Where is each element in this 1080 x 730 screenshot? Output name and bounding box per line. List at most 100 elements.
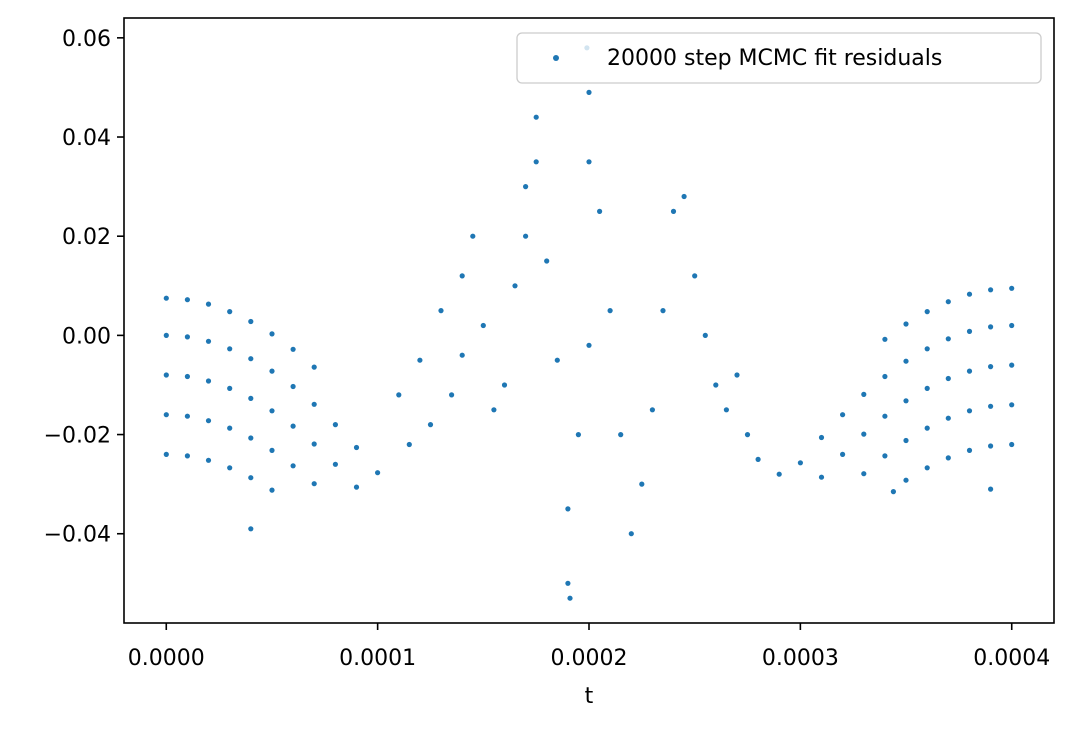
scatter-point [607, 308, 613, 314]
scatter-point [269, 331, 275, 337]
scatter-point [776, 471, 782, 477]
scatter-point [417, 357, 423, 363]
scatter-point [903, 398, 909, 404]
y-tick-label: 0.02 [62, 225, 111, 250]
scatter-point [163, 372, 169, 378]
scatter-point [184, 413, 190, 419]
scatter-point [501, 382, 508, 388]
scatter-point [861, 391, 867, 397]
scatter-point [311, 401, 317, 407]
scatter-point [882, 453, 888, 459]
scatter-point [248, 475, 254, 481]
scatter-point [449, 392, 455, 398]
scatter-point [628, 531, 634, 537]
scatter-point [618, 432, 624, 438]
scatter-point [988, 443, 994, 449]
scatter-point [1009, 402, 1015, 408]
scatter-point [290, 423, 296, 429]
scatter-point [945, 299, 951, 305]
scatter-point [544, 258, 550, 264]
scatter-point [248, 395, 254, 401]
scatter-point [163, 451, 169, 457]
scatter-point [670, 208, 677, 214]
scatter-point [903, 477, 909, 483]
scatter-point [903, 437, 909, 444]
scatter-point [311, 364, 317, 370]
scatter-point [205, 378, 212, 384]
scatter-point [290, 463, 296, 469]
scatter-point [988, 287, 994, 293]
scatter-point [227, 385, 233, 391]
scatter-point [797, 460, 804, 466]
scatter-point [882, 336, 888, 342]
scatter-point [988, 486, 994, 492]
scatter-point [184, 453, 190, 459]
scatter-point [163, 295, 169, 301]
x-tick-label: 0.0000 [128, 646, 205, 671]
y-tick-label: −0.04 [44, 523, 111, 548]
scatter-point [818, 434, 825, 441]
scatter-point [924, 425, 930, 431]
y-tick-label: 0.00 [62, 324, 111, 349]
scatter-point [966, 408, 973, 414]
scatter-point [396, 392, 402, 398]
scatter-point [512, 283, 518, 289]
y-tick-label: −0.02 [44, 424, 111, 449]
legend-marker [553, 55, 559, 61]
scatter-point [966, 447, 973, 453]
scatter-point [523, 184, 529, 190]
scatter-point [227, 346, 233, 352]
scatter-point [227, 425, 233, 431]
scatter-point [890, 489, 897, 495]
y-tick-label: 0.04 [62, 126, 111, 151]
scatter-point [353, 444, 360, 451]
scatter-point [702, 332, 708, 338]
plot-frame [123, 17, 1055, 624]
scatter-point [163, 332, 169, 338]
scatter-point [723, 407, 730, 413]
scatter-point [554, 357, 560, 363]
scatter-point [966, 328, 973, 334]
scatter-point [575, 432, 582, 438]
x-tick-label: 0.0001 [339, 646, 416, 671]
y-tick-label: 0.06 [62, 27, 111, 52]
y-axis: −0.04 −0.02 0.00 0.02 0.04 0.06 [44, 27, 124, 548]
scatter-point [248, 356, 254, 362]
scatter-point [184, 334, 190, 340]
scatter-point [459, 273, 465, 279]
scatter-point [966, 291, 973, 297]
scatter-point [988, 324, 994, 330]
scatter-point [924, 465, 930, 471]
scatter-point [586, 159, 592, 165]
scatter-point [734, 372, 740, 378]
scatter-point [480, 322, 486, 329]
scatter-point [924, 385, 930, 391]
scatter-point [755, 456, 761, 462]
scatter-point [523, 233, 529, 239]
x-tick-label: 0.0002 [551, 646, 628, 671]
scatter-point [840, 451, 846, 457]
scatter-point [660, 308, 666, 314]
scatter-point [586, 342, 592, 348]
scatter-point [966, 368, 973, 374]
scatter-point [681, 193, 687, 200]
scatter-point [533, 114, 539, 120]
scatter-point [290, 383, 296, 390]
scatter-point [311, 481, 317, 487]
scatter-point [1009, 322, 1015, 329]
scatter-point [205, 301, 212, 307]
scatter-point [269, 447, 275, 453]
scatter-point [470, 233, 476, 239]
scatter-point [903, 358, 909, 364]
legend: 20000 step MCMC fit residuals [516, 32, 1042, 84]
scatter-point [290, 346, 296, 352]
scatter-point [227, 309, 233, 315]
x-tick-label: 0.0004 [973, 646, 1050, 671]
scatter-point [565, 580, 571, 586]
scatter-point [639, 481, 645, 487]
scatter-point [248, 435, 254, 441]
legend-box [516, 32, 1042, 84]
scatter-point [945, 336, 951, 342]
scatter-point [903, 321, 909, 327]
